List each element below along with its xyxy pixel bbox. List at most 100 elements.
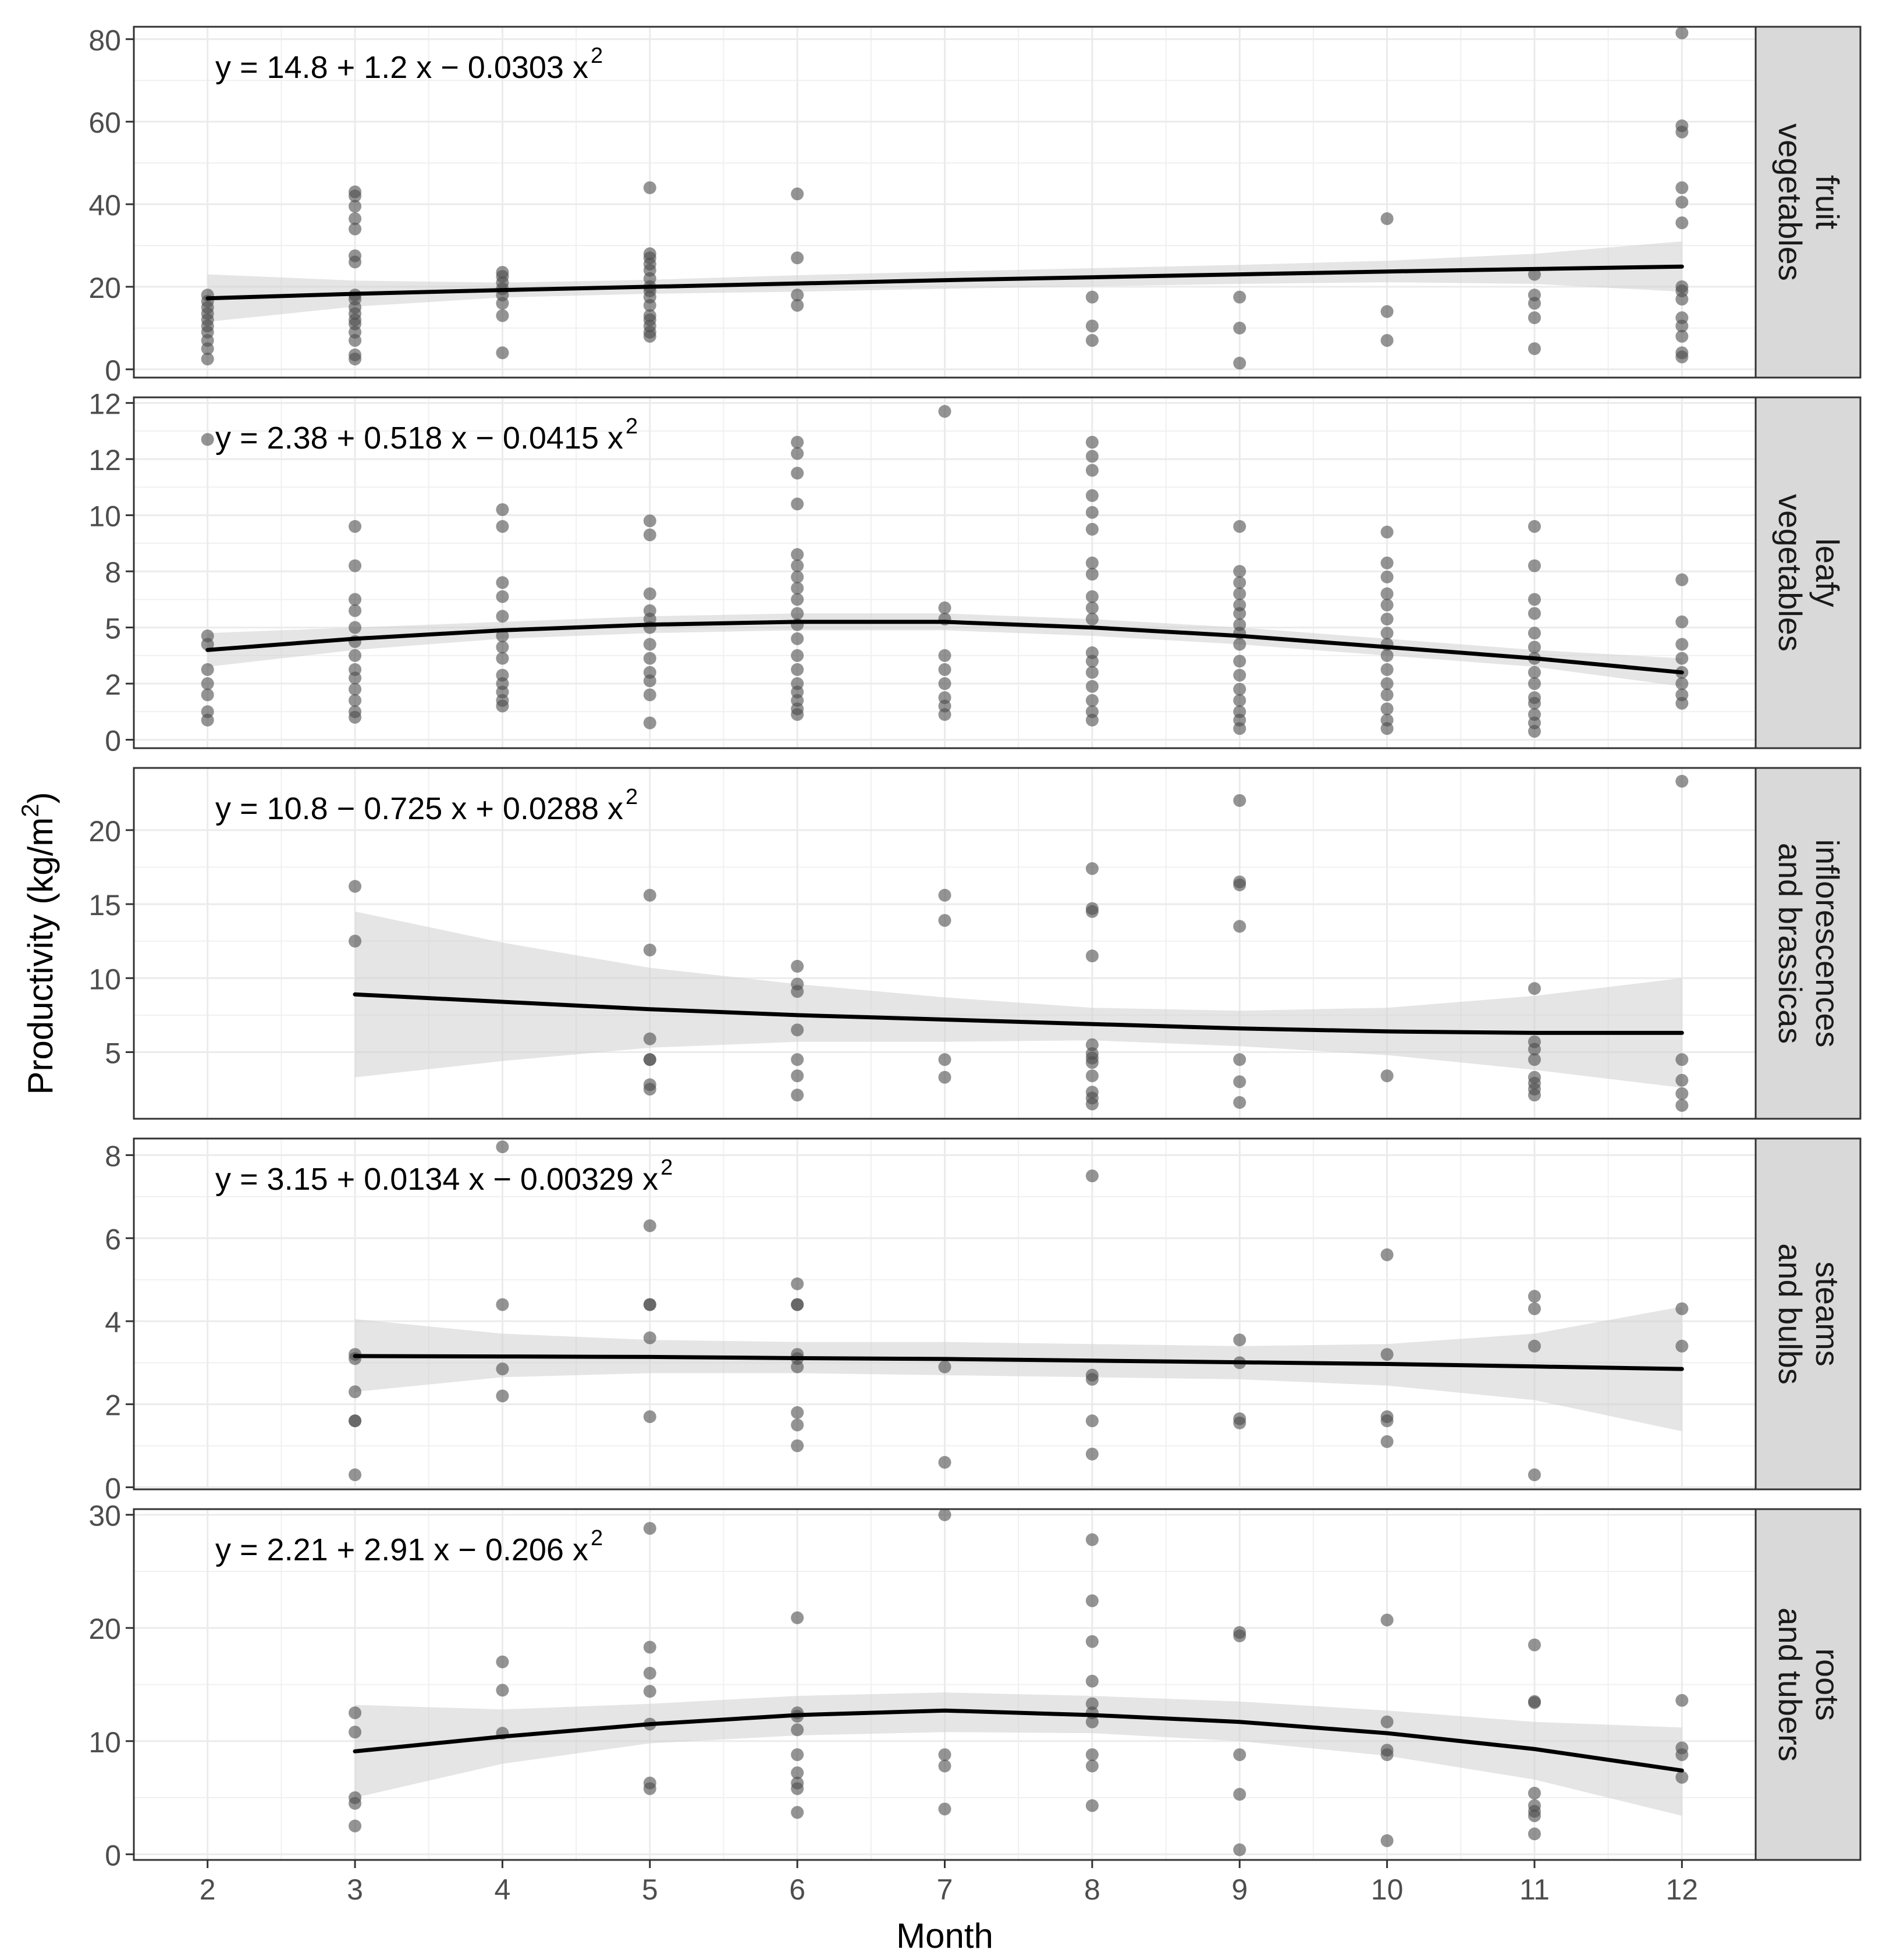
- data-point: [1675, 119, 1689, 133]
- data-point: [791, 1023, 804, 1037]
- data-point: [1233, 693, 1246, 707]
- facet-strip-line: vegetables: [1772, 123, 1809, 281]
- data-point: [938, 649, 951, 662]
- data-point: [1380, 570, 1394, 584]
- y-axis-title: Productivity (kg/m2): [16, 792, 60, 1094]
- x-tick-label: 12: [1666, 1873, 1699, 1906]
- data-point: [496, 652, 509, 665]
- data-point: [1380, 677, 1394, 691]
- data-point: [1528, 593, 1541, 606]
- data-point: [643, 309, 656, 322]
- data-point: [1380, 613, 1394, 626]
- y-axis-title-text: Productivity (kg/m: [21, 817, 60, 1095]
- facet-strip-line: inflorescences: [1809, 840, 1846, 1048]
- data-point: [938, 1070, 951, 1084]
- fit-line: [353, 1708, 1684, 1773]
- data-point: [349, 705, 362, 718]
- data-point: [1675, 573, 1689, 586]
- data-point: [349, 663, 362, 676]
- data-point: [1233, 654, 1246, 668]
- data-point: [1528, 677, 1541, 691]
- data-point: [1085, 646, 1099, 659]
- data-point: [1675, 216, 1689, 229]
- data-point: [496, 590, 509, 603]
- data-point: [1233, 587, 1246, 600]
- x-tick-label: 11: [1519, 1873, 1550, 1906]
- data-point: [643, 181, 656, 194]
- facet-panel: y = 14.8 + 1.2 x − 0.0303 x 2 fruitvegetab…: [88, 24, 1862, 387]
- data-point: [496, 1363, 509, 1376]
- data-point: [643, 528, 656, 542]
- data-point: [938, 405, 951, 418]
- data-point: [349, 249, 362, 262]
- data-point: [1233, 1333, 1246, 1347]
- data-point: [791, 677, 804, 691]
- data-point: [938, 1456, 951, 1469]
- x-tick-label: 8: [1084, 1873, 1100, 1906]
- data-point: [496, 610, 509, 623]
- data-point: [791, 649, 804, 662]
- facet-strip-label: inflorescencesand brassicas: [1772, 840, 1846, 1048]
- data-point: [1528, 1799, 1541, 1812]
- data-point: [1675, 1053, 1689, 1066]
- data-point: [349, 649, 362, 662]
- data-point: [1380, 525, 1394, 539]
- data-point: [643, 943, 656, 956]
- data-point: [1675, 638, 1689, 651]
- data-point: [496, 1140, 509, 1154]
- data-point: [643, 1685, 656, 1698]
- y-tick-label: 8: [105, 556, 121, 589]
- data-point: [1380, 702, 1394, 716]
- data-point: [1380, 334, 1394, 347]
- data-point: [1528, 1468, 1541, 1482]
- equation-exponent: 2: [626, 414, 638, 439]
- data-point: [1085, 1715, 1099, 1728]
- data-point: [1380, 1435, 1394, 1448]
- data-point: [1528, 641, 1541, 654]
- data-point: [791, 1439, 804, 1453]
- fit-line: [353, 1354, 1684, 1371]
- data-point: [201, 353, 214, 366]
- data-point: [1528, 289, 1541, 302]
- data-point: [938, 1802, 951, 1816]
- data-point: [791, 187, 804, 201]
- equation-label: y = 10.8 − 0.725 x + 0.0288 x: [215, 791, 623, 826]
- data-point: [938, 601, 951, 614]
- equation-label: y = 14.8 + 1.2 x − 0.0303 x: [215, 50, 588, 85]
- y-axis-title-close: ): [21, 792, 60, 803]
- data-point: [1233, 565, 1246, 578]
- data-point: [1085, 1368, 1099, 1382]
- x-tick-label: 2: [200, 1873, 216, 1906]
- data-point: [1675, 688, 1689, 702]
- x-tick-label: 3: [347, 1873, 363, 1906]
- data-point: [496, 641, 509, 654]
- data-point: [791, 607, 804, 620]
- data-point: [791, 1806, 804, 1819]
- data-point: [643, 1032, 656, 1045]
- data-point: [1233, 598, 1246, 611]
- data-point: [643, 1298, 656, 1311]
- data-point: [349, 520, 362, 533]
- data-point: [1675, 346, 1689, 360]
- data-point: [1085, 1635, 1099, 1648]
- data-point: [791, 1723, 804, 1737]
- data-point: [643, 1219, 656, 1232]
- data-point: [496, 503, 509, 516]
- x-tick-label: 9: [1231, 1873, 1248, 1906]
- data-point: [1233, 290, 1246, 304]
- data-point: [1085, 319, 1099, 333]
- data-point: [349, 559, 362, 572]
- data-point: [349, 1706, 362, 1720]
- data-point: [1528, 1787, 1541, 1800]
- data-point: [1380, 1348, 1394, 1361]
- x-tick-label: 6: [789, 1873, 805, 1906]
- data-point: [1085, 1594, 1099, 1607]
- data-point: [791, 1776, 804, 1790]
- data-point: [791, 582, 804, 595]
- data-point: [1085, 436, 1099, 449]
- data-point: [1528, 1339, 1541, 1353]
- data-point: [791, 467, 804, 480]
- data-point: [1233, 576, 1246, 589]
- data-point: [349, 222, 362, 236]
- data-point: [643, 1078, 656, 1091]
